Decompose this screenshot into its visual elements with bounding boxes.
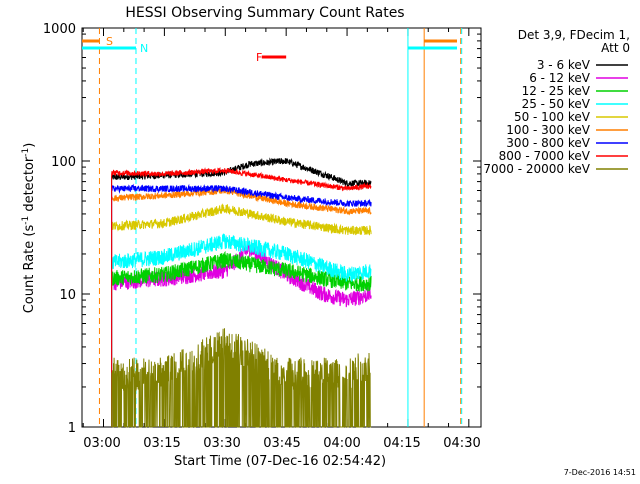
y-axis-label-end: ) <box>22 143 37 148</box>
legend-label: 25 - 50 keV <box>522 97 591 111</box>
x-axis-label: Start Time (07-Dec-16 02:54:42) <box>174 454 386 469</box>
y-axis-ticks <box>82 27 481 428</box>
x-tick-label: 04:30 <box>443 436 480 451</box>
legend-label: 3 - 6 keV <box>537 58 591 72</box>
marker-label-n: N <box>140 42 148 55</box>
series-line <box>111 250 372 427</box>
x-tick-label: 04:00 <box>323 436 360 451</box>
series-layer <box>111 157 372 428</box>
y-tick-label: 10 <box>59 288 76 303</box>
legend-label: 800 - 7000 keV <box>499 149 591 163</box>
series-line <box>111 157 372 427</box>
marker-label-f: F <box>256 51 262 64</box>
legend-label: 6 - 12 keV <box>529 71 591 85</box>
legend-label: 12 - 25 keV <box>522 84 591 98</box>
series-line <box>111 203 372 427</box>
y-tick-label: 1 <box>68 421 76 436</box>
legend-label: 7000 - 20000 keV <box>483 162 590 176</box>
series-line <box>111 183 372 427</box>
x-tick-label: 03:45 <box>263 436 300 451</box>
series-line <box>111 328 372 428</box>
x-tick-label: 03:00 <box>83 436 120 451</box>
legend-label: 100 - 300 keV <box>506 123 590 137</box>
x-tick-label: 04:15 <box>383 436 420 451</box>
chart-title: HESSI Observing Summary Count Rates <box>125 5 404 21</box>
legend-label: 300 - 800 keV <box>506 136 590 150</box>
x-tick-label: 03:15 <box>143 436 180 451</box>
y-axis-label-main: Count Rate (s <box>22 225 37 314</box>
y-tick-label: 100 <box>51 155 76 170</box>
y-axis-label: Count Rate (s-1 detector-1) <box>21 143 37 314</box>
y-axis-label-mid: detector <box>22 156 37 216</box>
y-tick-label: 1000 <box>43 22 76 37</box>
series-line <box>111 166 372 427</box>
footer-date: 7-Dec-2016 14:51 <box>564 468 636 477</box>
legend-header-line2: Att 0 <box>601 41 630 55</box>
y-axis-label-sup2: -1 <box>21 148 31 157</box>
series-line <box>111 233 372 427</box>
legend-label: 50 - 100 keV <box>514 110 591 124</box>
x-tick-label: 03:30 <box>203 436 240 451</box>
y-axis-label-sup1: -1 <box>21 216 31 225</box>
time-markers <box>82 28 463 427</box>
marker-label-s: S <box>106 35 113 48</box>
legend-header-line1: Det 3,9, FDecim 1, <box>518 28 630 42</box>
